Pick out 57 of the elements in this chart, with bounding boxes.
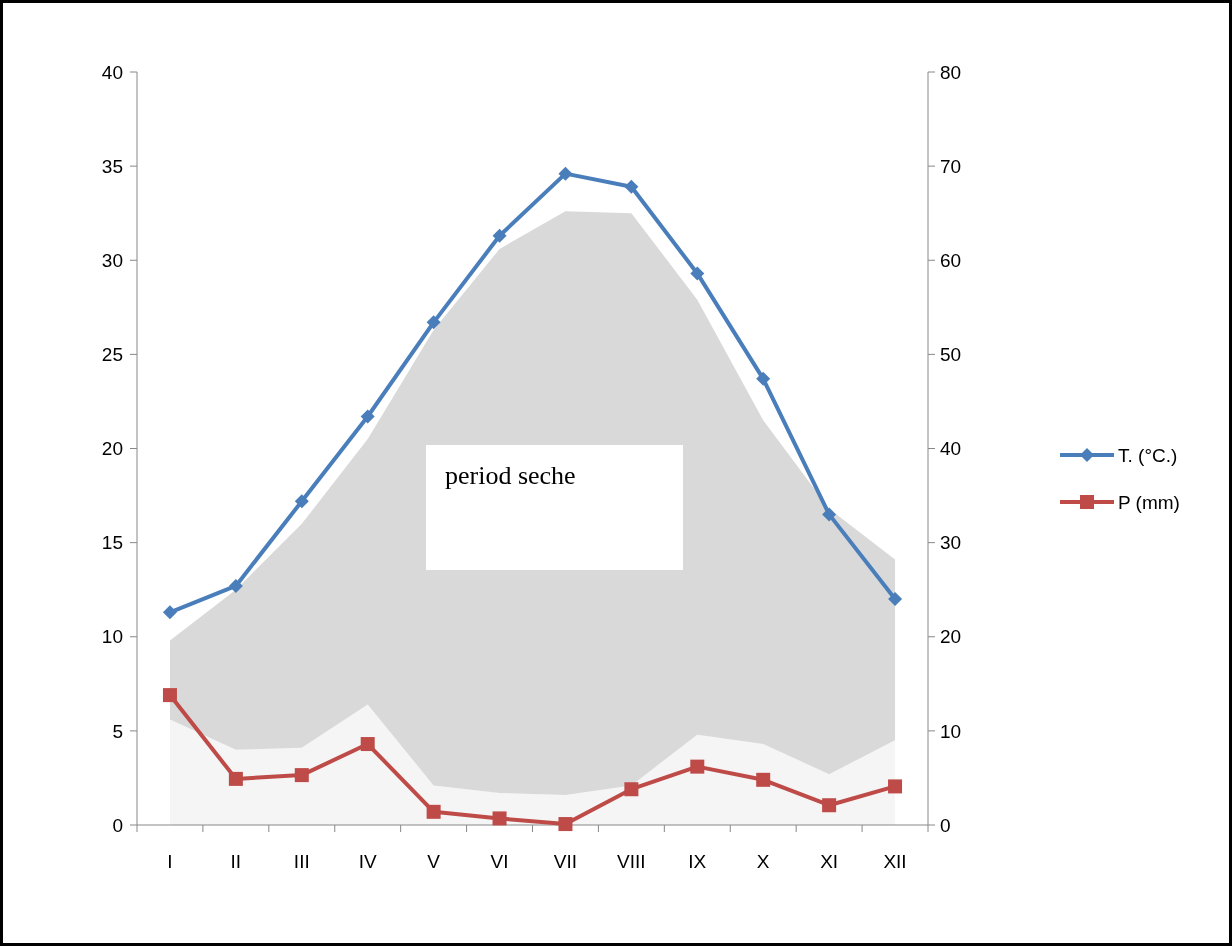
- point: [162, 605, 177, 620]
- point: [690, 266, 705, 281]
- y2-tick-label: 30: [940, 532, 962, 554]
- x-tick-label: IV: [358, 851, 378, 872]
- point: [228, 771, 243, 786]
- y-tick-label: 15: [101, 532, 123, 554]
- y-tick-label: 35: [101, 155, 123, 177]
- point: [690, 759, 705, 774]
- x-tick-label: X: [756, 851, 770, 872]
- y2-tick-label: 60: [940, 249, 962, 271]
- y-tick-label: 25: [101, 344, 123, 366]
- x-tick-label: III: [293, 851, 310, 872]
- point: [888, 592, 903, 607]
- x-tick-label: IX: [688, 851, 707, 872]
- y2-tick-label: 20: [940, 626, 962, 648]
- point: [492, 811, 507, 826]
- point: [162, 688, 177, 703]
- point: [822, 798, 837, 813]
- point: [228, 578, 243, 593]
- point: [756, 772, 771, 787]
- point: [888, 779, 903, 794]
- annotation: period seche: [445, 461, 576, 490]
- x-tick-label: V: [427, 851, 441, 872]
- point: [360, 737, 375, 752]
- point: [822, 507, 837, 522]
- x-tick-label: XII: [883, 851, 907, 872]
- x-tick-label: VI: [490, 851, 509, 872]
- y-tick-label: 20: [101, 438, 123, 460]
- point: [426, 804, 441, 819]
- y-tick-label: 40: [101, 61, 123, 83]
- point: [624, 782, 639, 797]
- y2-tick-label: 0: [940, 814, 951, 836]
- x-tick-label: II: [230, 851, 242, 872]
- legend-label: T. (°C.): [1118, 444, 1178, 466]
- x-tick-label: I: [167, 851, 173, 872]
- y2-tick-label: 10: [940, 720, 962, 742]
- point: [624, 179, 639, 194]
- point: [492, 228, 507, 243]
- y2-tick-label: 70: [940, 155, 962, 177]
- x-tick-label: VIII: [617, 851, 646, 872]
- y-tick-label: 5: [112, 720, 123, 742]
- y-tick-label: 10: [101, 626, 123, 648]
- point: [294, 768, 309, 783]
- legend-label: P (mm): [1118, 491, 1180, 513]
- y2-tick-label: 80: [940, 61, 962, 83]
- x-tick-label: VII: [553, 851, 578, 872]
- point: [558, 166, 573, 181]
- point: [294, 494, 309, 509]
- y-tick-label: 30: [101, 249, 123, 271]
- point: [558, 817, 573, 832]
- point: [426, 315, 441, 330]
- point: [756, 371, 771, 386]
- point: [360, 409, 375, 424]
- y2-tick-label: 50: [940, 344, 962, 366]
- y-tick-label: 0: [112, 814, 123, 836]
- x-tick-label: XI: [820, 851, 839, 872]
- y2-tick-label: 40: [940, 438, 962, 460]
